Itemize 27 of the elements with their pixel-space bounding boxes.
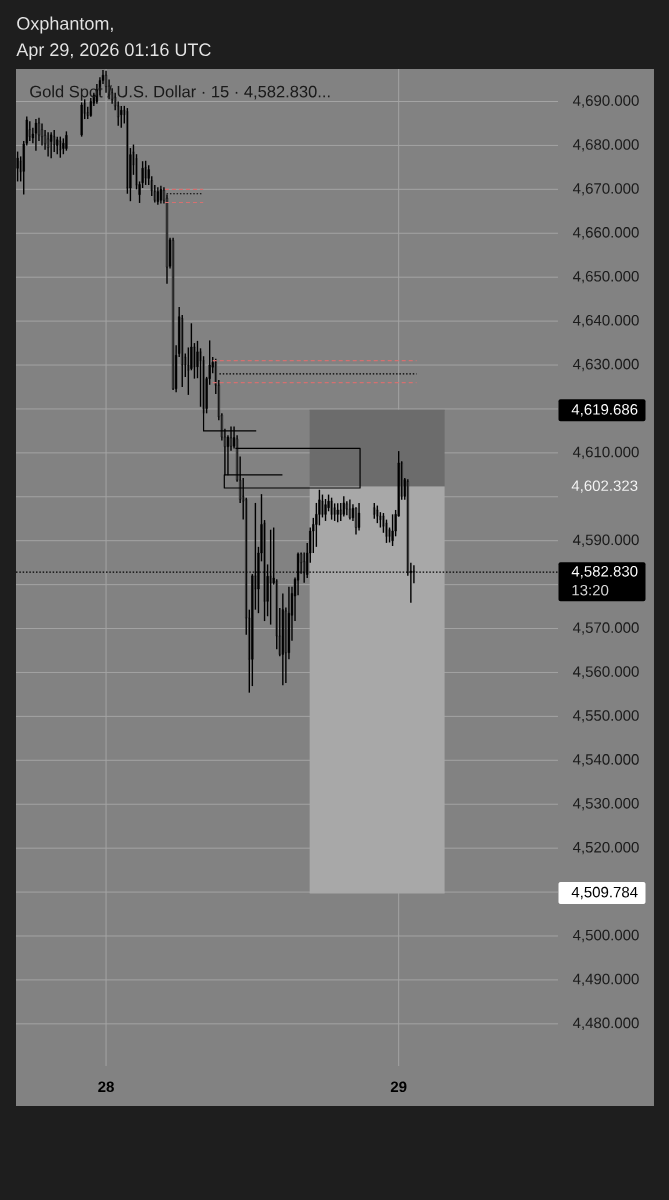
y-tick-label: 4,640.000: [572, 314, 639, 328]
y-tick-label: 4,520.000: [572, 841, 639, 855]
x-tick-label: 29: [390, 1081, 407, 1093]
y-tick-label: 4,500.000: [572, 929, 639, 943]
y-tick-label: 4,660.000: [572, 227, 639, 240]
text: 13:20: [572, 584, 609, 596]
y-tick-label: 4,560.000: [572, 666, 639, 679]
y-tick-label: 4,550.000: [572, 710, 639, 723]
y-tick-label: 4,630.000: [572, 358, 639, 372]
y-tick-label: 4,650.000: [572, 270, 639, 284]
text: Oxphantom,: [17, 16, 113, 34]
x-tick-label: 28: [98, 1081, 114, 1093]
text: 4,509.784: [571, 886, 638, 900]
ref-line-label: 4,582.830: [571, 565, 638, 579]
y-tick-label: 4,690.000: [572, 95, 639, 108]
y-tick-label: 4,530.000: [572, 798, 639, 811]
y-tick-label: 4,480.000: [572, 1017, 639, 1031]
y-tick-label: 4,590.000: [572, 534, 639, 547]
y-tick-label: 4,570.000: [572, 622, 639, 635]
text: 4,619.686: [571, 404, 638, 417]
text: Apr 29, 2026 01:16 UTC: [16, 43, 211, 60]
y-tick-label: 4,670.000: [572, 183, 639, 196]
y-tick-label: 4,540.000: [572, 754, 639, 767]
text: 4,602.323: [571, 480, 638, 493]
y-tick-label: 4,680.000: [572, 139, 639, 152]
y-tick-label: 4,490.000: [572, 973, 639, 987]
y-tick-label: 4,610.000: [572, 446, 639, 460]
